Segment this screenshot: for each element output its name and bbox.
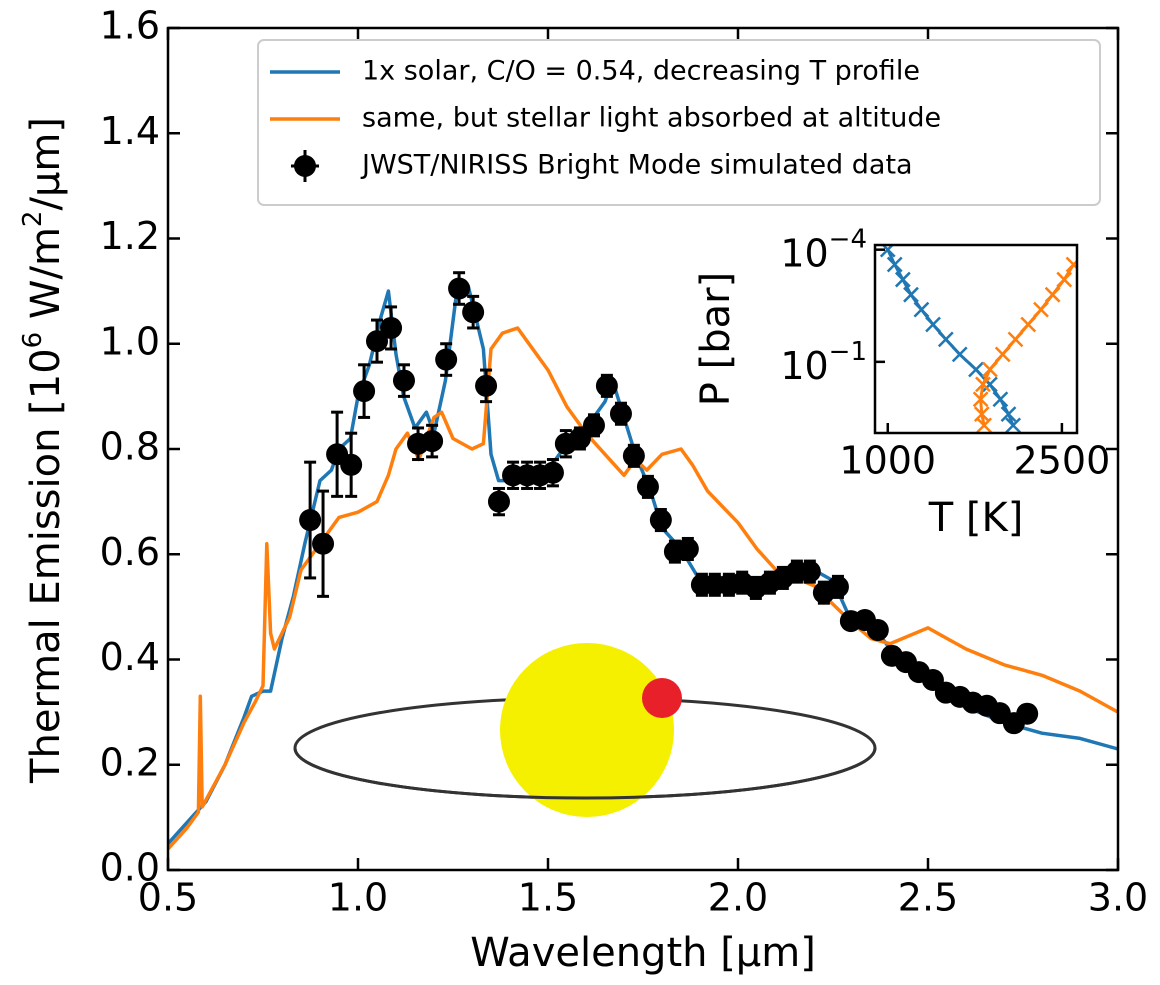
- data-point: [366, 330, 388, 353]
- data-point: [380, 316, 403, 339]
- y-label-superscript: 6: [18, 332, 48, 349]
- inset-marker: [992, 391, 1009, 408]
- data-point: [312, 532, 335, 555]
- inset-marker: [903, 286, 919, 303]
- inset-y-tick-label: 10−1: [780, 336, 867, 387]
- data-point: [798, 560, 821, 583]
- y-label-part: W/m: [23, 227, 69, 332]
- y-label-part: Thermal Emission [10: [23, 348, 69, 784]
- inset-background: [875, 245, 1077, 433]
- inset-marker: [894, 271, 911, 288]
- inset-y-axis-label: P [bar]: [693, 272, 739, 406]
- y-tick-label: 1.6: [100, 4, 160, 48]
- inset-y-tick-base: 10: [780, 231, 828, 275]
- data-point: [1016, 702, 1039, 725]
- inset-plot: [879, 245, 1077, 433]
- inset-marker: [982, 361, 998, 378]
- legend-label: JWST/NIRISS Bright Mode simulated data: [360, 150, 913, 181]
- inset-marker: [1033, 301, 1049, 318]
- inset-y-tick-base: 10: [780, 343, 828, 387]
- inset-marker: [1044, 286, 1061, 303]
- inset-marker: [1056, 271, 1073, 288]
- y-tick-label: 1.2: [100, 214, 160, 258]
- y-label-part: /μm]: [23, 117, 69, 211]
- x-tick-label: 2.5: [898, 876, 958, 920]
- inset-marker: [1020, 316, 1037, 333]
- data-point: [435, 348, 458, 371]
- data-point: [475, 374, 498, 397]
- x-tick-label: 0.5: [138, 876, 198, 920]
- data-point: [866, 619, 889, 642]
- data-point: [622, 444, 645, 467]
- data-point: [636, 475, 659, 498]
- y-label-superscript: 2: [18, 211, 48, 228]
- inset-x-tick-label: 1000: [839, 439, 936, 483]
- data-point: [595, 374, 618, 397]
- x-axis-label: Wavelength [μm]: [470, 930, 816, 976]
- data-point: [487, 490, 510, 513]
- data-point: [649, 509, 672, 532]
- inset-marker: [994, 346, 1011, 363]
- inset-marker: [1007, 331, 1024, 348]
- inset-marker: [1065, 256, 1077, 273]
- inset-marker: [976, 417, 993, 433]
- inset-y-tick-exponent: −1: [829, 336, 867, 366]
- star: [500, 643, 674, 817]
- inset-frame: [873, 243, 1079, 435]
- inset-y-tick-exponent: −4: [829, 224, 867, 254]
- x-tick-label: 2.0: [708, 876, 768, 920]
- legend-box: [257, 39, 1101, 206]
- orbit-front: [293, 747, 877, 800]
- y-axis-label: Thermal Emission [106 W/m2/μm]: [18, 117, 70, 784]
- inset-marker: [913, 301, 930, 318]
- inset-marker: [972, 391, 989, 408]
- overlay: 0.5 1.0 1.5 2.0 2.5 3.0 0.0 0.2 0.4 0.6 0.8 1.0 1.2 1…: [100, 4, 1149, 920]
- inset-x-tick-label: 2500: [1014, 439, 1111, 483]
- data-point: [353, 380, 376, 403]
- y-tick-label: 0.8: [100, 425, 160, 469]
- planet: [642, 678, 682, 718]
- y-tick-label: 1.0: [100, 319, 160, 363]
- star-planet-illustration: [293, 643, 877, 817]
- inset-x-axis-label: T [K]: [928, 495, 1024, 541]
- y-tick-label: 0.0: [100, 846, 160, 890]
- legend-label: same, but stellar light absorbed at alti…: [362, 103, 941, 134]
- data-point: [609, 402, 632, 425]
- data-point: [340, 453, 363, 476]
- inset-y-tick-label: 10−4: [780, 224, 867, 275]
- data-point: [568, 427, 591, 450]
- y-tick-label: 0.4: [100, 635, 160, 679]
- data-point: [392, 369, 415, 392]
- data-point: [541, 461, 564, 484]
- data-point: [462, 301, 485, 324]
- data-point: [421, 430, 444, 453]
- inset-marker: [886, 256, 903, 273]
- plot-area: [166, 271, 1119, 851]
- data-point: [582, 414, 605, 437]
- inset-marker: [951, 346, 968, 363]
- data-point: [448, 277, 471, 300]
- y-tick-label: 1.4: [100, 109, 160, 153]
- x-tick-label: 3.0: [1088, 876, 1148, 920]
- data-point: [299, 509, 322, 532]
- inset-marker: [975, 376, 991, 393]
- y-tick-label: 0.6: [100, 530, 160, 574]
- x-tick-label: 1.0: [328, 876, 388, 920]
- legend: 1x solar, C/O = 0.54, decreasing T profi…: [257, 39, 1101, 206]
- x-tick-label: 1.5: [518, 876, 578, 920]
- inset-marker: [925, 316, 941, 333]
- inset-marker: [968, 361, 984, 378]
- inset-marker: [1000, 406, 1017, 422]
- legend-label: 1x solar, C/O = 0.54, decreasing T profi…: [362, 56, 920, 87]
- inset-marker: [937, 331, 954, 348]
- inset-marker: [1005, 417, 1022, 433]
- data-point: [676, 537, 699, 560]
- y-tick-label: 0.2: [100, 740, 160, 784]
- data-point: [826, 575, 849, 598]
- legend-marker: [294, 155, 316, 177]
